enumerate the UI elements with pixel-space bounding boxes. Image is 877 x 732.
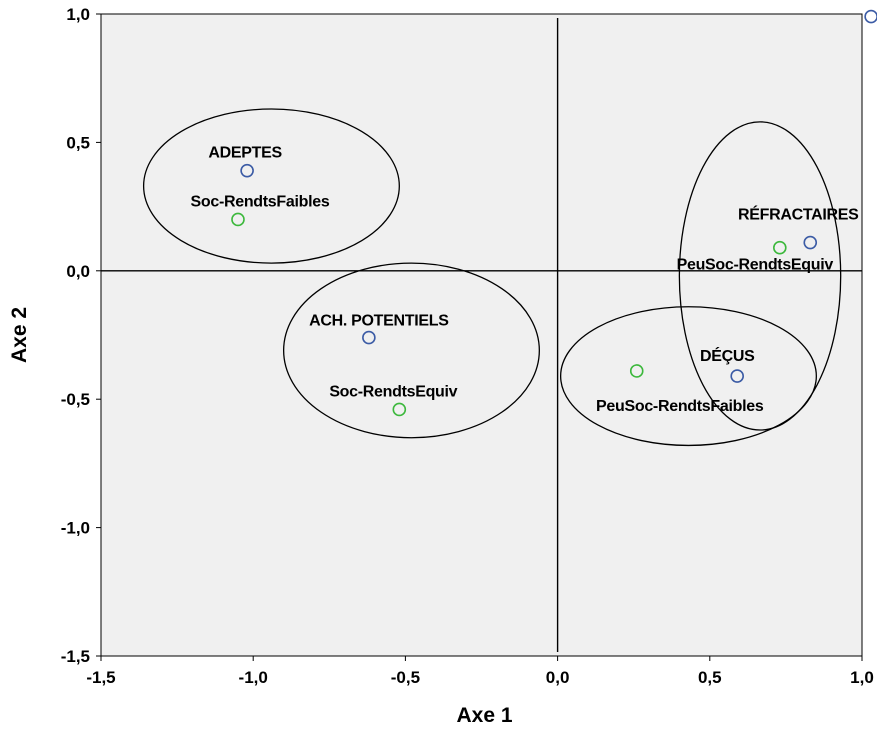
x-tick-label: -1,5 [86, 668, 115, 687]
y-tick-label: -1,5 [61, 647, 90, 666]
point-label-refractaires: RÉFRACTAIRES [738, 205, 859, 224]
point-label-decus: DÉÇUS [700, 346, 755, 365]
point-label-ach-potentiels: ACH. POTENTIELS [309, 313, 449, 330]
point-marker-refractaires [803, 235, 818, 250]
y-tick-label: -0,5 [61, 390, 90, 409]
reference-lines [101, 18, 862, 652]
x-tick-label: 0,5 [698, 668, 722, 687]
plot-area [100, 13, 863, 657]
group-ellipses [142, 108, 842, 447]
point-marker-soc-rendtsequiv [392, 402, 407, 417]
point-label-adeptes: ADEPTES [208, 145, 282, 162]
group-ellipse-4 [678, 121, 842, 431]
point-marker-peusoc-rendtsfaibles [629, 364, 644, 378]
data-points [231, 9, 877, 417]
x-axis-title: Axe 1 [456, 704, 512, 727]
group-ellipse-2 [282, 262, 540, 439]
y-tick-label: 0,5 [66, 133, 90, 152]
y-tick-label: 0,0 [66, 262, 90, 281]
group-ellipse-3 [559, 306, 817, 447]
y-tick-label: 1,0 [66, 5, 90, 24]
point-marker-series1-5 [864, 9, 877, 24]
x-tick-label: 0,0 [546, 668, 570, 687]
point-labels: ADEPTES ACH. POTENTIELS DÉÇUS RÉFRACTAIRES S… [191, 145, 860, 415]
y-axis-title: Axe 2 [8, 307, 31, 363]
point-label-peusoc-rendtsfaibles: PeuSoc-RendtsFaibles [596, 398, 764, 415]
x-tick-label: 1,0 [850, 668, 874, 687]
point-label-peusoc-rendtsequiv: PeuSoc-RendtsEquiv [677, 257, 834, 274]
point-marker-decus [730, 369, 744, 383]
group-ellipse-1 [142, 108, 400, 264]
x-tick-label: -1,0 [239, 668, 268, 687]
point-marker-ach-potentiels [362, 330, 376, 345]
point-marker-soc-rendtsfaibles [231, 212, 245, 227]
x-tick-label: -0,5 [391, 668, 420, 687]
axis-ticks: -1,5 -1,0 -0,5 0,0 0,5 1,0 1,0 0,5 0,0 -0,5 -1,0 -1… [61, 5, 874, 687]
point-marker-peusoc-rendtsequiv [773, 240, 787, 255]
point-label-soc-rendtsequiv: Soc-RendtsEquiv [329, 383, 457, 400]
point-label-soc-rendtsfaibles: Soc-RendtsFaibles [191, 193, 330, 210]
y-tick-label: -1,0 [61, 519, 90, 538]
point-marker-adeptes [240, 163, 254, 178]
